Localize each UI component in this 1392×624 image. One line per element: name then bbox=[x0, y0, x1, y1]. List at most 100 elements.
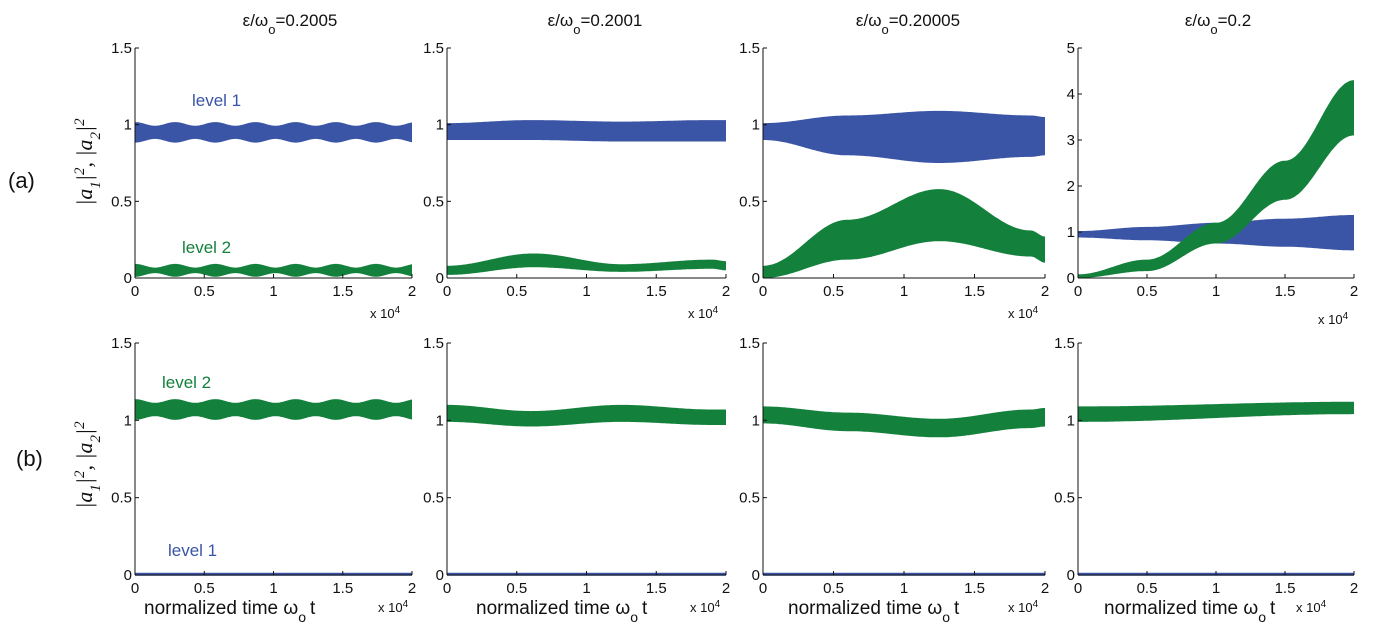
band-a1-series-1 bbox=[135, 122, 412, 143]
x-tick-label: 1 bbox=[1212, 580, 1220, 597]
y-tick-label: 0 bbox=[752, 567, 760, 584]
x-tick-label: 0.5 bbox=[1137, 580, 1158, 597]
x-axis-label-1: normalized time ωo t bbox=[144, 598, 316, 624]
band-a3-series-1 bbox=[763, 110, 1045, 163]
y-tick-label: 1 bbox=[124, 117, 132, 134]
y-tick-label: 0.5 bbox=[739, 490, 760, 507]
y-tick-label: 0.5 bbox=[1054, 490, 1075, 507]
x-tick-label: 1 bbox=[1212, 283, 1220, 300]
row-label-b: (b) bbox=[16, 446, 43, 471]
x-tick-label: 2 bbox=[1041, 580, 1049, 597]
x-tick-label: 1 bbox=[900, 283, 908, 300]
x-tick-label: 1.5 bbox=[646, 283, 667, 300]
y-tick-label: 3 bbox=[1067, 132, 1075, 149]
y-axis-label-row-b: |a1|2, |a2|2 bbox=[72, 421, 104, 509]
panel-a2: 0 0.5 1 1.5 0 0.5 1 1.5 2 bbox=[423, 40, 730, 300]
x-tick-label: 2 bbox=[1350, 283, 1358, 300]
x-tick-label: 1 bbox=[582, 283, 590, 300]
panel-a1: 0 0.5 1 1.5 0 0.5 1 1.5 2 bbox=[111, 40, 416, 300]
x-tick-label: 0.5 bbox=[823, 283, 844, 300]
x-exponent-b2: x 104 bbox=[690, 599, 721, 616]
band-a2-series-1 bbox=[447, 120, 726, 142]
y-tick-label: 1 bbox=[1067, 412, 1075, 429]
series-label-a1-level2: level 2 bbox=[182, 238, 231, 257]
y-tick-label: 1.5 bbox=[1054, 335, 1075, 352]
band-a3-series-2 bbox=[763, 189, 1045, 278]
band-b4-series-1 bbox=[1078, 401, 1354, 422]
y-tick-label: 5 bbox=[1067, 40, 1075, 57]
series-label-b1-level1: level 1 bbox=[168, 541, 217, 560]
x-tick-label: 0 bbox=[759, 283, 767, 300]
panel-b1: 0 0.5 1 1.5 0 0.5 1 1.5 2 bbox=[111, 335, 416, 597]
y-tick-label: 0 bbox=[752, 270, 760, 287]
y-tick-label: 1 bbox=[1067, 224, 1075, 241]
y-tick-label: 1.5 bbox=[423, 40, 444, 57]
x-tick-label: 1.5 bbox=[964, 580, 985, 597]
x-exponent-a4: x 104 bbox=[1318, 311, 1349, 328]
y-tick-label: 1.5 bbox=[739, 40, 760, 57]
band-a1-series-2 bbox=[135, 263, 412, 277]
band-a4-series-2 bbox=[1078, 80, 1354, 278]
x-tick-label: 2 bbox=[722, 580, 730, 597]
x-tick-label: 0 bbox=[131, 283, 139, 300]
x-tick-label: 1.5 bbox=[332, 283, 353, 300]
y-tick-label: 0.5 bbox=[423, 193, 444, 210]
y-tick-label: 0 bbox=[1067, 270, 1075, 287]
x-tick-label: 0.5 bbox=[194, 283, 215, 300]
column-title-4: ε/ωo=0.2 bbox=[1185, 11, 1251, 37]
y-tick-label: 0 bbox=[436, 270, 444, 287]
x-tick-label: 1.5 bbox=[1275, 580, 1296, 597]
x-tick-label: 1 bbox=[269, 283, 277, 300]
x-tick-label: 0 bbox=[759, 580, 767, 597]
y-tick-label: 0.5 bbox=[423, 490, 444, 507]
x-exponent-a1: x 104 bbox=[370, 305, 401, 322]
x-tick-label: 1 bbox=[900, 580, 908, 597]
x-tick-label: 1.5 bbox=[332, 580, 353, 597]
x-tick-label: 0.5 bbox=[506, 283, 527, 300]
y-tick-label: 0.5 bbox=[739, 193, 760, 210]
y-tick-label: 1 bbox=[752, 412, 760, 429]
x-tick-label: 0.5 bbox=[823, 580, 844, 597]
x-tick-label: 2 bbox=[1041, 283, 1049, 300]
y-tick-label: 0 bbox=[436, 567, 444, 584]
y-axis-label-row-a: |a1|2, |a2|2 bbox=[72, 118, 104, 206]
x-tick-label: 1.5 bbox=[964, 283, 985, 300]
y-tick-label: 2 bbox=[1067, 178, 1075, 195]
x-tick-label: 0.5 bbox=[194, 580, 215, 597]
x-exponent-a2: x 104 bbox=[688, 305, 719, 322]
x-tick-label: 0 bbox=[1074, 580, 1082, 597]
x-exponent-b4: x 104 bbox=[1296, 599, 1327, 616]
x-tick-label: 1 bbox=[269, 580, 277, 597]
series-label-a1-level1: level 1 bbox=[192, 91, 241, 110]
column-title-1: ε/ωo=0.2005 bbox=[243, 11, 338, 37]
column-title-2: ε/ωo=0.2001 bbox=[548, 11, 643, 37]
panel-a3: 0 0.5 1 1.5 0 0.5 1 1.5 2 bbox=[739, 40, 1049, 300]
y-tick-label: 1.5 bbox=[739, 335, 760, 352]
row-label-a: (a) bbox=[8, 168, 35, 193]
x-axis-label-2: normalized time ωo t bbox=[476, 598, 648, 624]
x-tick-label: 0 bbox=[131, 580, 139, 597]
x-tick-label: 2 bbox=[722, 283, 730, 300]
x-tick-label: 1 bbox=[582, 580, 590, 597]
y-tick-label: 1 bbox=[436, 117, 444, 134]
band-a2-series-2 bbox=[447, 253, 726, 275]
band-b3-series-1 bbox=[763, 406, 1045, 438]
y-tick-label: 1.5 bbox=[111, 335, 132, 352]
panel-b3: 0 0.5 1 1.5 0 0.5 1 1.5 2 bbox=[739, 335, 1049, 597]
panel-a4: 0 1 2 3 4 5 0 0.5 1 1.5 2 bbox=[1067, 40, 1359, 300]
band-b1-series-1 bbox=[135, 399, 412, 420]
y-tick-label: 0 bbox=[124, 567, 132, 584]
y-tick-label: 0.5 bbox=[111, 193, 132, 210]
x-tick-label: 2 bbox=[1350, 580, 1358, 597]
x-exponent-a3: x 104 bbox=[1008, 305, 1039, 322]
y-tick-label: 1.5 bbox=[111, 40, 132, 57]
y-tick-label: 1 bbox=[752, 117, 760, 134]
y-tick-label: 0 bbox=[1067, 567, 1075, 584]
y-tick-label: 4 bbox=[1067, 86, 1075, 103]
y-tick-label: 0.5 bbox=[111, 490, 132, 507]
x-axis-label-3: normalized time ωo t bbox=[788, 598, 960, 624]
x-tick-label: 0 bbox=[443, 283, 451, 300]
y-tick-label: 1 bbox=[436, 412, 444, 429]
column-title-3: ε/ωo=0.20005 bbox=[856, 11, 960, 37]
